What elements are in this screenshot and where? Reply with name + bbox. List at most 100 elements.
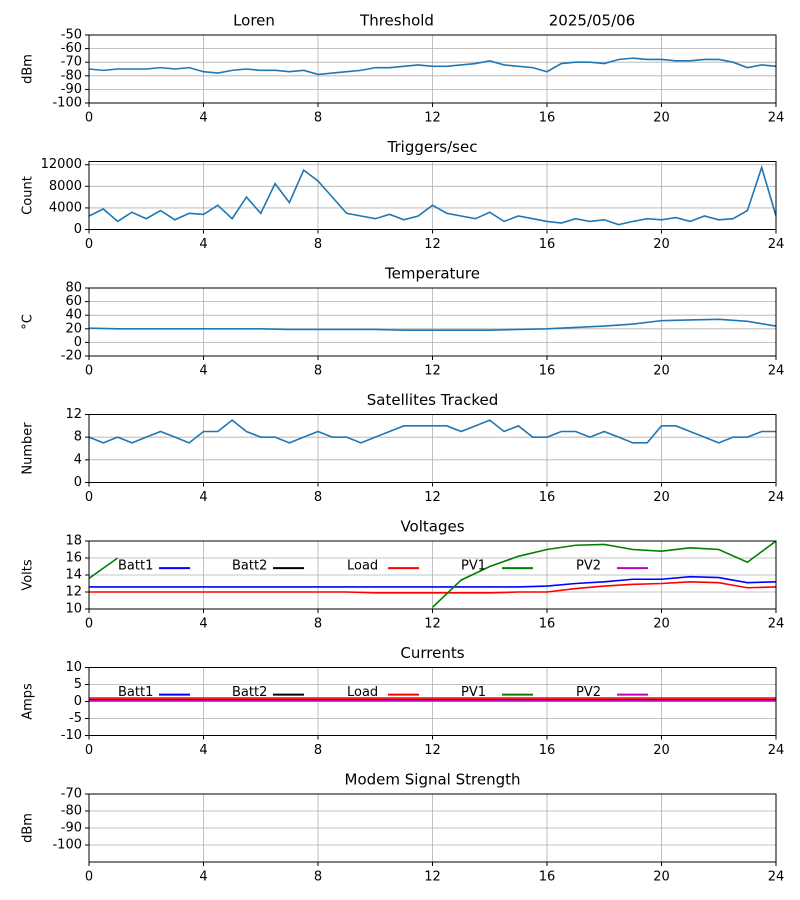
y-tick-label: -10 [61,728,82,743]
legend-label: Batt1 [118,685,153,700]
plot-frame [88,793,777,863]
data-line [89,164,776,226]
chart-title: Loren [233,12,275,30]
y-tick-label: -50 [61,28,82,43]
y-tick-label: 4000 [49,200,82,215]
data-line [89,541,776,608]
y-tick-label: -70 [61,787,82,802]
x-tick-label: 16 [539,870,556,885]
y-tick-label: 14 [65,568,82,583]
y-tick-label: -90 [61,821,82,836]
plot-frame [88,667,777,736]
y-axis-label: Amps [21,683,36,720]
legend-label: PV1 [461,559,486,574]
y-tick-label: 0 [74,694,82,709]
x-tick-label: 8 [314,111,322,126]
x-tick-label: 12 [424,743,441,758]
legend-label: Load [347,685,378,700]
chart-title: Voltages [400,518,464,536]
legend-label: Load [347,559,378,574]
x-tick-label: 16 [539,237,556,252]
y-tick-label: 12 [65,407,82,422]
x-tick-label: 20 [653,490,670,505]
x-tick-label: 4 [199,490,207,505]
panel: Loren Threshold 2025/05/06 dBm 0 4 8 12 16 20 24 -1… [21,12,785,126]
y-axis-label: Volts [21,559,36,591]
y-axis-label: dBm [21,813,36,843]
chart-title: Modem Signal Strength [345,771,521,789]
x-tick-label: 24 [768,617,785,632]
y-tick-label: -5 [69,711,82,726]
data-line [89,419,776,444]
x-tick-label: 16 [539,490,556,505]
y-tick-label: -60 [61,41,82,56]
y-tick-label: 12 [65,585,82,600]
y-tick-label: 5 [74,677,82,692]
x-tick-label: 24 [768,364,785,379]
x-tick-label: 0 [85,364,93,379]
x-tick-label: 24 [768,870,785,885]
y-tick-label: 12000 [41,157,82,172]
panel: Voltages Volts 0 4 8 12 16 20 24 10 12 14 16 18 Batt1 B… [21,518,785,632]
y-tick-label: 18 [65,534,82,549]
chart-title: Triggers/sec [387,138,478,156]
plot-frame [88,540,777,610]
x-tick-label: 16 [539,364,556,379]
x-tick-label: 8 [314,743,322,758]
x-tick-label: 12 [424,617,441,632]
panel: Modem Signal Strength dBm 0 4 8 12 16 20 24 -100 -… [21,771,785,885]
x-tick-label: 20 [653,364,670,379]
legend-label: PV1 [461,685,486,700]
y-tick-label: 10 [65,660,82,675]
y-tick-label: 80 [65,281,82,296]
chart-title: 2025/05/06 [549,12,635,30]
data-line [89,575,776,588]
x-tick-label: 16 [539,111,556,126]
chart-title: Threshold [359,12,434,30]
y-axis-label: dBm [21,54,36,84]
x-tick-label: 4 [199,743,207,758]
y-tick-label: 40 [65,308,82,323]
chart-title: Satellites Tracked [367,391,498,409]
y-tick-label: 0 [74,475,82,490]
y-tick-label: -100 [52,838,82,853]
y-tick-label: -20 [61,349,82,364]
y-tick-label: 4 [74,452,82,467]
y-axis-label: Count [21,176,36,215]
data-line [89,318,776,331]
data-line [89,580,776,594]
x-tick-label: 0 [85,237,93,252]
legend-label: PV2 [576,685,601,700]
y-tick-label: -80 [61,804,82,819]
x-tick-label: 4 [199,237,207,252]
panel: Triggers/sec Count 0 4 8 12 16 20 24 0 4000 8000 120… [21,138,785,252]
legend-label: PV2 [576,559,601,574]
x-tick-label: 0 [85,870,93,885]
y-tick-label: 0 [74,335,82,350]
x-tick-label: 24 [768,743,785,758]
x-tick-label: 4 [199,870,207,885]
y-tick-label: 8000 [49,179,82,194]
x-tick-label: 16 [539,743,556,758]
x-tick-label: 4 [199,617,207,632]
x-tick-label: 8 [314,490,322,505]
y-tick-label: 16 [65,551,82,566]
chart-title: Currents [400,644,464,662]
legend-label: Batt2 [232,559,267,574]
x-tick-label: 8 [314,870,322,885]
chart-title: Temperature [384,265,480,283]
y-tick-label: -70 [61,55,82,70]
legend-label: Batt2 [232,685,267,700]
x-tick-label: 0 [85,111,93,126]
x-tick-label: 20 [653,617,670,632]
x-tick-label: 0 [85,490,93,505]
plot-frame [88,161,777,230]
x-tick-label: 24 [768,237,785,252]
legend-label: Batt1 [118,559,153,574]
y-tick-label: 60 [65,294,82,309]
x-tick-label: 8 [314,617,322,632]
x-tick-label: 12 [424,490,441,505]
data-line [89,57,776,76]
plot-frame [88,287,777,357]
